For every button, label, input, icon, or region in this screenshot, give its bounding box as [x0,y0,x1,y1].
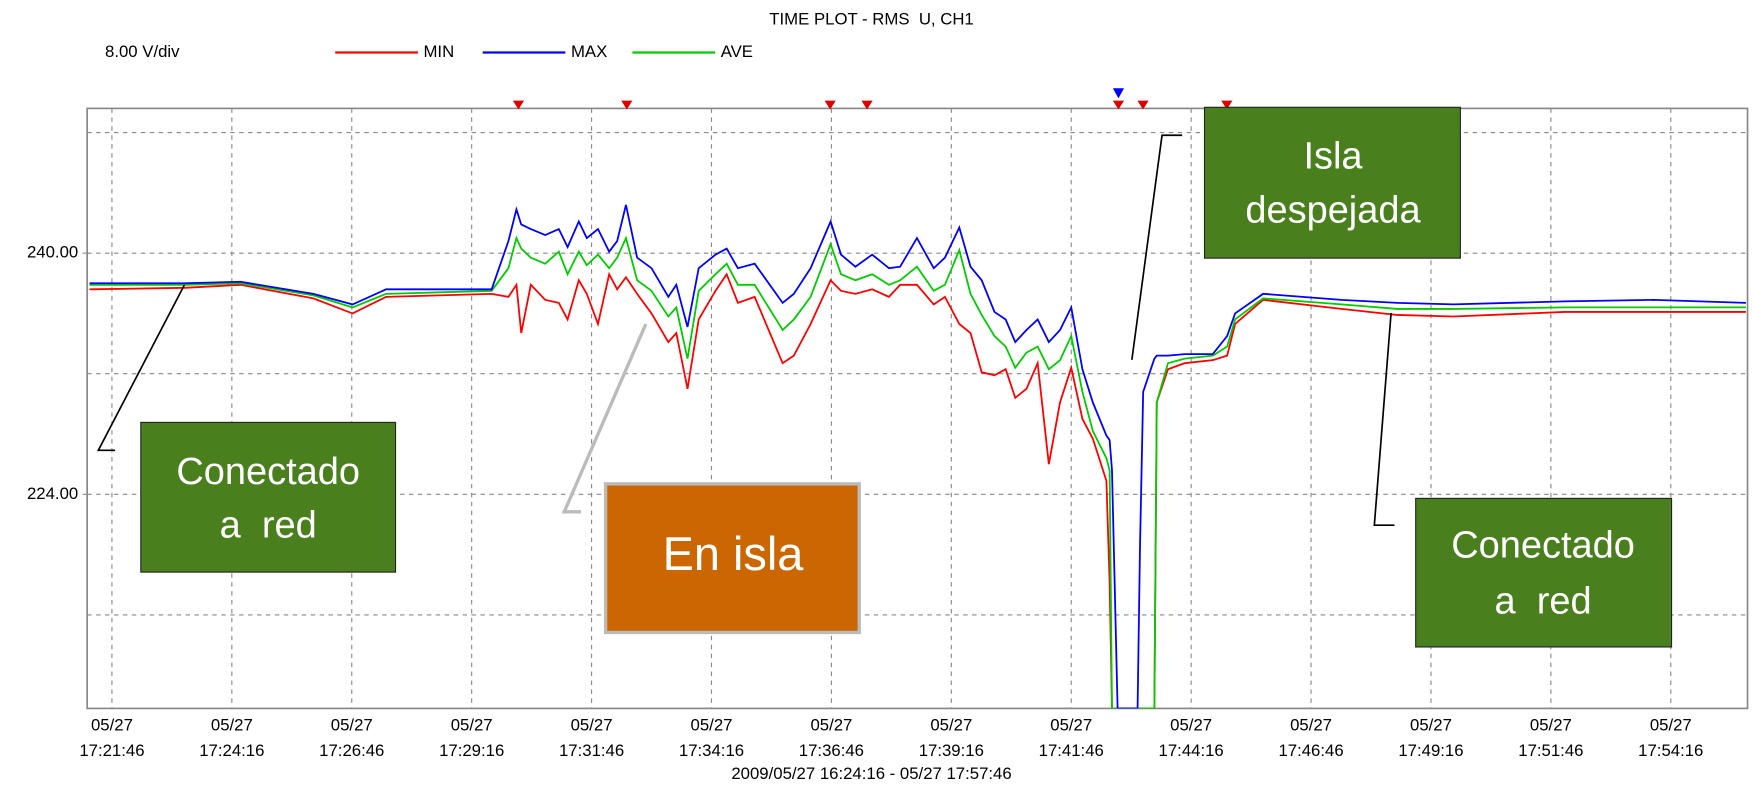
y-tick-label: 240.00 [27,243,78,262]
leader-line [1373,312,1395,527]
leader-line [96,284,186,452]
lines [89,204,1746,709]
x-tick-label: 05/27 17:36:46 [799,716,864,761]
annotation-box [1415,497,1673,648]
legend-label: MIN [423,42,454,61]
x-tick-label: 05/27 17:31:46 [559,716,624,761]
annotation-box [140,421,397,573]
annotation-text: a red [1495,580,1592,622]
data-line [89,204,1746,709]
annotation-text: Conectado [176,451,360,493]
event-markers [512,88,1233,110]
event-marker [621,100,633,110]
chart-title: TIME PLOT - RMS U, CH1 [769,10,973,29]
x-tick-label: 05/27 17:46:46 [1278,716,1343,761]
annotation-text: Conectado [1451,525,1635,567]
event-marker [1221,100,1233,110]
annotation-text: a red [220,504,317,546]
scale-label: 8.00 V/div [105,42,180,61]
event-marker [1137,100,1149,110]
x-tick-label: 05/27 17:51:46 [1518,716,1583,761]
legend-label: MAX [571,42,607,61]
x-tick-label: 05/27 17:44:16 [1159,716,1224,761]
x-tick-label: 05/27 17:54:16 [1638,716,1703,761]
x-tick-label: 05/27 17:41:46 [1039,716,1104,761]
annotation-box [603,482,861,635]
y-tick-label: 224.00 [27,484,78,503]
leader-line [561,323,648,514]
x-tick-label: 05/27 17:34:16 [679,716,744,761]
annotation-text: En isla [663,528,805,580]
x-tick-label: 05/27 17:29:16 [439,716,504,761]
annotation: Conectado a red [1373,312,1673,648]
event-marker [1112,100,1125,110]
annotation-text: despejada [1245,189,1421,231]
annotation-box [1203,106,1461,259]
x-tick-label: 05/27 17:24:16 [199,716,264,761]
annotation-text: Isla [1303,136,1363,178]
event-marker [861,100,873,110]
event-marker [512,100,525,110]
x-tick-label: 05/27 17:21:46 [79,716,144,761]
event-marker [1112,88,1125,99]
annotation: Isla despejada [1131,106,1461,360]
annotation: Conectado a red [96,284,397,573]
event-marker [824,100,836,110]
annotation: En isla [561,323,861,635]
legend-label: AVE [721,42,753,61]
x-tick-label: 05/27 17:39:16 [919,716,984,761]
data-line [89,235,1746,709]
footer: 2009/05/27 16:24:16 - 05/27 17:57:46 [731,764,1011,783]
x-tick-label: 05/27 17:49:16 [1398,716,1463,761]
leader-line [1131,134,1183,360]
x-tick-label: 05/27 17:26:46 [319,716,384,761]
plot-frame [86,107,1749,710]
